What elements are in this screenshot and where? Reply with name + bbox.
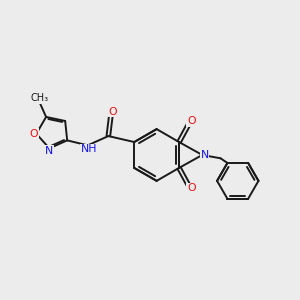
Text: N: N <box>200 150 209 160</box>
Text: O: O <box>108 107 117 117</box>
Text: O: O <box>187 116 196 127</box>
Text: N: N <box>45 146 53 156</box>
Text: NH: NH <box>80 144 97 154</box>
Text: O: O <box>187 184 196 194</box>
Text: O: O <box>30 129 38 139</box>
Text: CH₃: CH₃ <box>30 93 48 103</box>
